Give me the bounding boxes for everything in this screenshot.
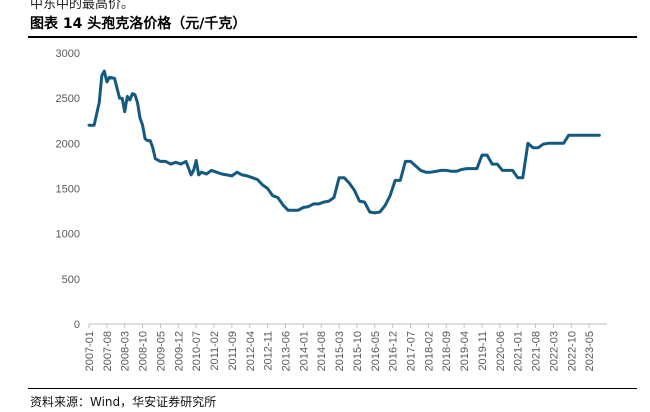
x-tick-label: 2007-01 [84, 331, 96, 371]
x-tick-label: 2018-02 [423, 331, 435, 371]
y-tick-label: 3000 [56, 48, 80, 60]
x-tick-label: 2021-08 [531, 331, 543, 371]
x-tick-label: 2018-09 [441, 331, 453, 371]
price-series-line [87, 69, 601, 215]
x-tick-label: 2022-10 [566, 331, 578, 371]
y-tick-label: 1000 [56, 229, 80, 241]
x-tick-label: 2012-04 [245, 331, 257, 371]
y-tick-label: 2000 [56, 138, 80, 150]
y-tick-label: 500 [62, 274, 80, 286]
x-tick-label: 2015-10 [352, 331, 364, 371]
x-tick-label: 2012-11 [263, 331, 275, 371]
y-axis-ticks: 0 500 1000 1500 2000 2500 3000 [56, 48, 80, 331]
x-tick-label: 2016-05 [370, 331, 382, 371]
x-tick-label: 2019-11 [477, 331, 489, 371]
y-tick-label: 2500 [56, 93, 80, 105]
source-note: 资料来源：Wind，华安证券研究所 [30, 395, 217, 409]
x-tick-label: 2009-12 [173, 331, 185, 371]
x-tick-label: 2010-07 [191, 331, 203, 371]
chart-title: 图表 14 头孢克洛价格（元/千克） [30, 16, 247, 32]
title-rule [28, 36, 637, 38]
x-tick-label: 2015-03 [334, 331, 346, 371]
source-rule [28, 388, 637, 389]
x-tick-label: 2017-07 [406, 331, 418, 371]
x-tick-label: 2021-01 [513, 331, 525, 371]
x-tick-label: 2008-10 [138, 331, 150, 371]
x-tick-label: 2011-09 [227, 331, 239, 371]
x-tick-label: 2011-02 [209, 331, 221, 371]
x-tick-label: 2008-03 [120, 331, 132, 371]
x-tick-label: 2014-01 [298, 331, 310, 371]
x-tick-label: 2013-06 [280, 331, 292, 371]
x-tick-label: 2019-04 [459, 331, 471, 371]
y-tick-label: 1500 [56, 184, 80, 196]
cut-off-text: 中东中的最高价。 [30, 0, 135, 12]
x-axis-ticks: 2007-01 2007-08 2008-03 2008-10 2009-05 2009-… [84, 324, 596, 371]
x-tick-label: 2020-06 [495, 331, 507, 371]
x-tick-label: 2023-05 [584, 331, 596, 371]
x-tick-label: 2022-03 [548, 331, 560, 371]
x-tick-label: 2007-08 [102, 331, 114, 371]
x-tick-label: 2016-12 [388, 331, 400, 371]
x-tick-label: 2009-05 [155, 331, 167, 371]
y-tick-label: 0 [74, 319, 80, 331]
x-tick-label: 2014-08 [316, 331, 328, 371]
